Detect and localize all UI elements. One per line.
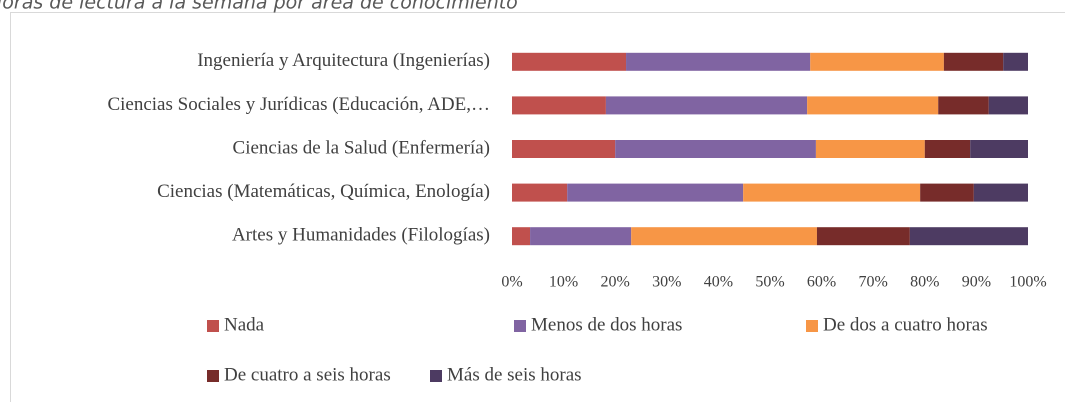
bar-segment <box>626 52 811 71</box>
bar-segment <box>512 227 531 246</box>
bar-segment <box>973 183 1028 202</box>
x-tick-label: 20% <box>601 274 630 291</box>
bar-segment <box>909 227 1028 246</box>
bar-segment <box>810 52 944 71</box>
bar-segment <box>943 52 1004 71</box>
bar-segment <box>615 140 816 158</box>
bar-segment <box>988 96 1028 115</box>
bar-segment <box>1003 52 1028 71</box>
x-tick-label: 60% <box>807 274 836 291</box>
legend-label: Más de seis horas <box>447 364 582 385</box>
x-tick-label: 80% <box>910 274 939 291</box>
bar-segment <box>815 140 925 158</box>
chart-frame <box>10 12 1065 402</box>
bar-segment <box>567 183 744 202</box>
legend-swatch <box>207 320 219 332</box>
bar-segment <box>512 140 616 158</box>
x-tick-label: 0% <box>501 274 522 291</box>
legend-label: Menos de dos horas <box>531 314 682 335</box>
y-tick-label: Ciencias de la Salud (Enfermería) <box>233 137 490 158</box>
bar-segment <box>512 183 568 202</box>
bar-segment <box>924 140 971 158</box>
y-tick-label: Ingeniería y Arquitectura (Ingenierías) <box>197 50 490 71</box>
bar-segment <box>938 96 989 115</box>
x-tick-label: 50% <box>755 274 784 291</box>
x-tick-label: 100% <box>1009 274 1046 291</box>
bar-segment <box>970 140 1028 158</box>
legend-swatch <box>430 370 442 382</box>
x-tick-label: 30% <box>652 274 681 291</box>
x-tick-label: 40% <box>704 274 733 291</box>
bar-segment <box>816 227 910 246</box>
bar-segment <box>807 96 939 115</box>
bar-segment <box>605 96 808 115</box>
bar-segment <box>512 96 606 115</box>
y-tick-label: Artes y Humanidades (Filologías) <box>232 225 490 246</box>
legend-label: De dos a cuatro horas <box>823 314 988 335</box>
bar-segment <box>530 227 632 246</box>
chart-title: Horas de lectura a la semana por área de… <box>0 0 518 14</box>
legend-label: Nada <box>224 314 265 335</box>
x-tick-label: 10% <box>549 274 578 291</box>
x-tick-label: 70% <box>859 274 888 291</box>
legend-swatch <box>514 320 526 332</box>
bar-segment <box>631 227 817 246</box>
y-tick-label: Ciencias Sociales y Jurídicas (Educación… <box>107 94 490 115</box>
legend-swatch <box>806 320 818 332</box>
bar-segment <box>743 183 921 202</box>
bar-segment <box>512 52 627 71</box>
legend-swatch <box>207 370 219 382</box>
y-tick-label: Ciencias (Matemáticas, Química, Enología… <box>157 181 490 202</box>
x-tick-label: 90% <box>962 274 991 291</box>
legend-label: De cuatro a seis horas <box>224 364 391 385</box>
bar-segment <box>920 183 974 202</box>
